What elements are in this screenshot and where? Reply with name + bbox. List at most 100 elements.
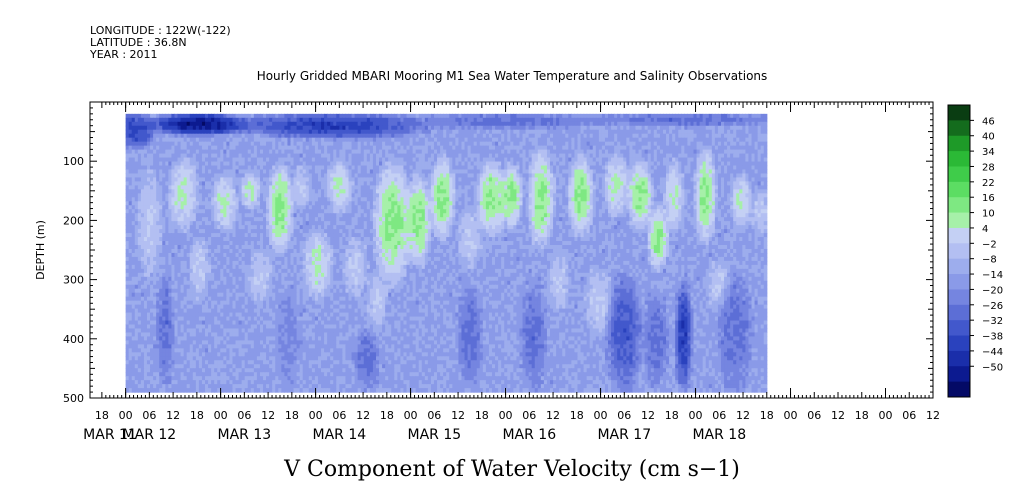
heat-cell — [693, 145, 698, 151]
heat-cell — [217, 121, 221, 127]
heat-cell — [131, 133, 136, 139]
heat-cell — [507, 133, 511, 139]
heat-cell — [143, 145, 148, 151]
heat-cell — [397, 113, 401, 119]
heat-cell — [531, 129, 536, 135]
heat-cell — [394, 117, 398, 123]
heat-cell — [192, 117, 197, 123]
heat-cell — [305, 141, 310, 147]
heat-cell — [647, 113, 652, 119]
heat-cell — [201, 113, 206, 119]
heat-cell — [495, 129, 499, 135]
heat-cell — [443, 113, 447, 119]
heat-cell — [672, 113, 676, 119]
heat-cell — [299, 121, 304, 127]
heat-cell — [333, 157, 337, 163]
heat-cell — [427, 113, 432, 119]
heat-cell — [629, 121, 634, 127]
heat-cell — [192, 129, 197, 135]
heat-cell — [299, 113, 304, 119]
heat-cell — [604, 149, 609, 155]
heat-cell — [730, 137, 734, 143]
heat-cell — [546, 113, 551, 119]
heat-cell — [727, 153, 731, 159]
heat-cell — [629, 145, 634, 151]
heat-cell — [293, 141, 298, 147]
heat-cell — [501, 141, 505, 147]
heat-cell — [214, 129, 218, 135]
heat-cell — [235, 149, 240, 155]
heat-cell — [714, 141, 719, 147]
heat-cell — [201, 117, 206, 123]
heat-cell — [635, 125, 640, 131]
heat-cell — [397, 129, 401, 135]
heat-cell — [205, 121, 209, 127]
heat-cell — [342, 145, 347, 151]
heat-cell — [656, 137, 661, 143]
heat-cell — [739, 153, 743, 159]
heat-cell — [409, 149, 414, 155]
heat-cell — [275, 149, 279, 155]
heat-cell — [394, 125, 398, 131]
heat-cell — [699, 113, 704, 119]
heat-cell — [211, 157, 215, 163]
heat-cell — [366, 145, 371, 151]
heat-cell — [562, 121, 566, 127]
heat-cell — [400, 149, 405, 155]
heat-cell — [137, 153, 142, 159]
heat-cell — [449, 129, 453, 135]
heat-cell — [479, 117, 484, 123]
heat-cell — [366, 125, 371, 131]
heat-cell — [452, 153, 456, 159]
heat-cell — [162, 133, 166, 139]
heat-cell — [724, 113, 728, 119]
heat-cell — [714, 129, 719, 135]
heat-cell — [379, 149, 383, 155]
heat-cell — [714, 125, 719, 131]
heat-cell — [403, 141, 408, 147]
heat-cell — [311, 133, 316, 139]
heat-cell — [763, 189, 768, 194]
heat-cell — [757, 113, 762, 119]
heat-cell — [482, 133, 487, 139]
heat-cell — [653, 121, 658, 127]
heat-cell — [284, 141, 289, 147]
heat-cell — [159, 125, 163, 131]
heat-cell — [424, 141, 429, 147]
heat-cell — [589, 125, 594, 131]
heat-cell — [617, 145, 621, 151]
heat-cell — [452, 149, 456, 155]
heat-cell — [751, 129, 756, 135]
heat-cell — [140, 117, 145, 123]
heat-cell — [256, 125, 261, 131]
heat-cell — [327, 141, 331, 147]
heat-cell — [238, 117, 243, 123]
heat-cell — [510, 117, 514, 123]
heat-cell — [278, 121, 282, 127]
heat-cell — [345, 149, 350, 155]
heat-cell — [690, 153, 695, 159]
heat-cell — [751, 121, 756, 127]
heat-cell — [263, 113, 267, 119]
heat-cell — [577, 149, 582, 155]
heat-cell — [278, 117, 282, 123]
heat-cell — [397, 137, 401, 143]
heat-cell — [650, 125, 655, 131]
heat-cell — [608, 133, 612, 139]
heat-cell — [146, 133, 151, 139]
heat-cell — [681, 153, 685, 159]
heat-cell — [488, 113, 493, 119]
heat-cell — [208, 129, 212, 135]
heat-cell — [211, 145, 215, 151]
heat-cell — [479, 113, 484, 119]
heat-cell — [177, 129, 182, 135]
heat-cell — [635, 121, 640, 127]
heat-cell — [354, 129, 359, 135]
heat-cell — [198, 145, 203, 151]
heat-cell — [534, 145, 539, 151]
heat-cell — [464, 145, 469, 151]
heat-cell — [653, 153, 658, 159]
heat-cell — [751, 125, 756, 131]
heat-cell — [531, 141, 536, 147]
heat-cell — [351, 129, 356, 135]
